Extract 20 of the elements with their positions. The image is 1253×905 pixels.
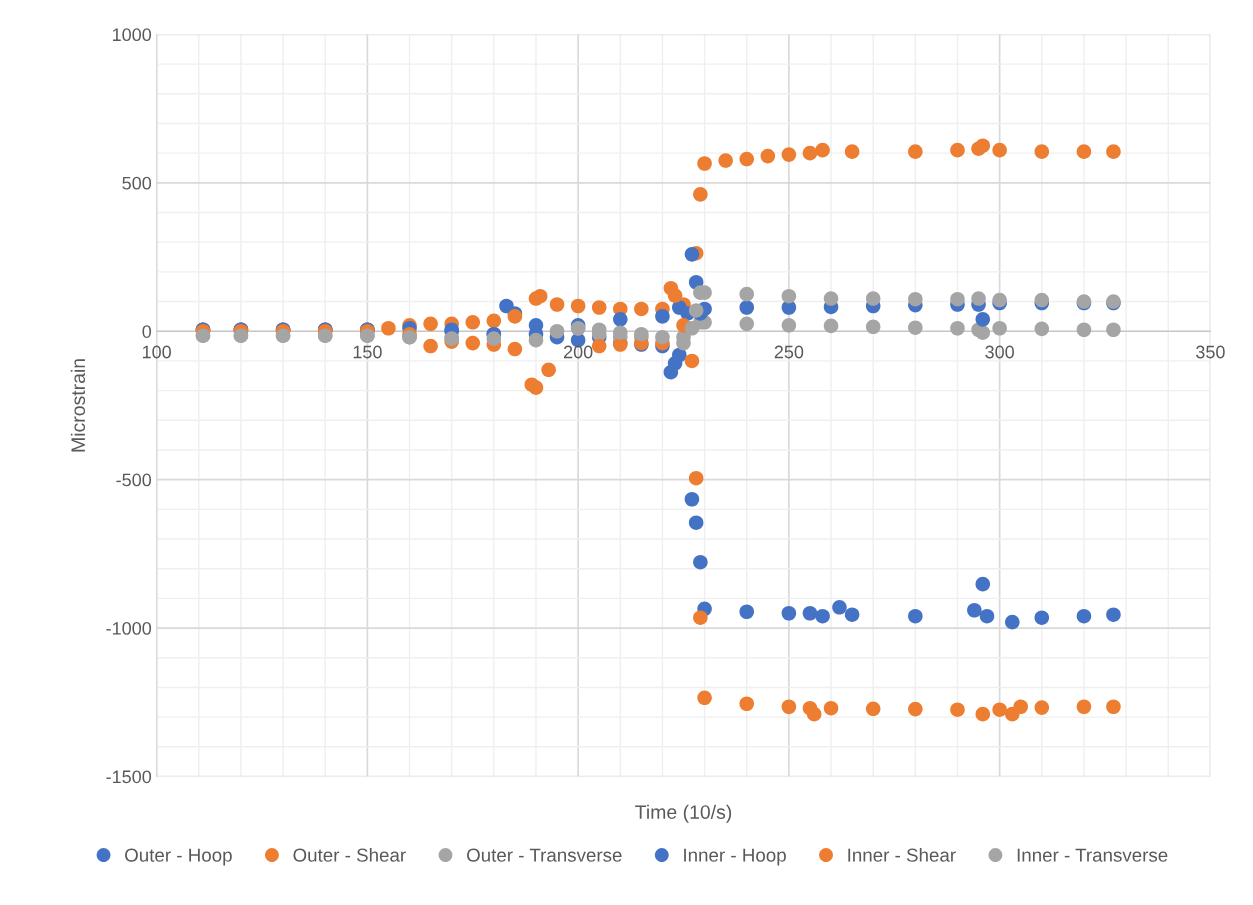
x-axis-title: Time (10/s) [635, 804, 732, 823]
y-axis-title: Microstrain [70, 359, 86, 452]
legend-label: Inner - Hoop [684, 848, 786, 866]
x-tick-label: 350 [1196, 345, 1225, 359]
legend-label: Outer - Hoop [125, 848, 232, 866]
y-tick-label: 0 [142, 325, 152, 338]
y-tick-label: -500 [116, 473, 152, 487]
legend-label: Inner - Shear [848, 848, 956, 862]
x-tick-label: 150 [353, 345, 382, 359]
x-tick-label: 300 [985, 345, 1014, 359]
legend-label: Outer - Transverse [467, 848, 622, 862]
x-tick-label: 250 [774, 345, 804, 359]
y-tick-label: -1000 [106, 622, 152, 635]
x-tick-label: 100 [142, 345, 171, 359]
legend-label: Outer - Shear [293, 848, 406, 862]
y-tick-label: 1000 [112, 28, 152, 42]
y-tick-label: 500 [122, 176, 152, 190]
y-tick-label: -1500 [106, 770, 152, 784]
legend-label: Inner - Transverse [1017, 848, 1168, 862]
x-tick-label: 200 [563, 345, 593, 359]
